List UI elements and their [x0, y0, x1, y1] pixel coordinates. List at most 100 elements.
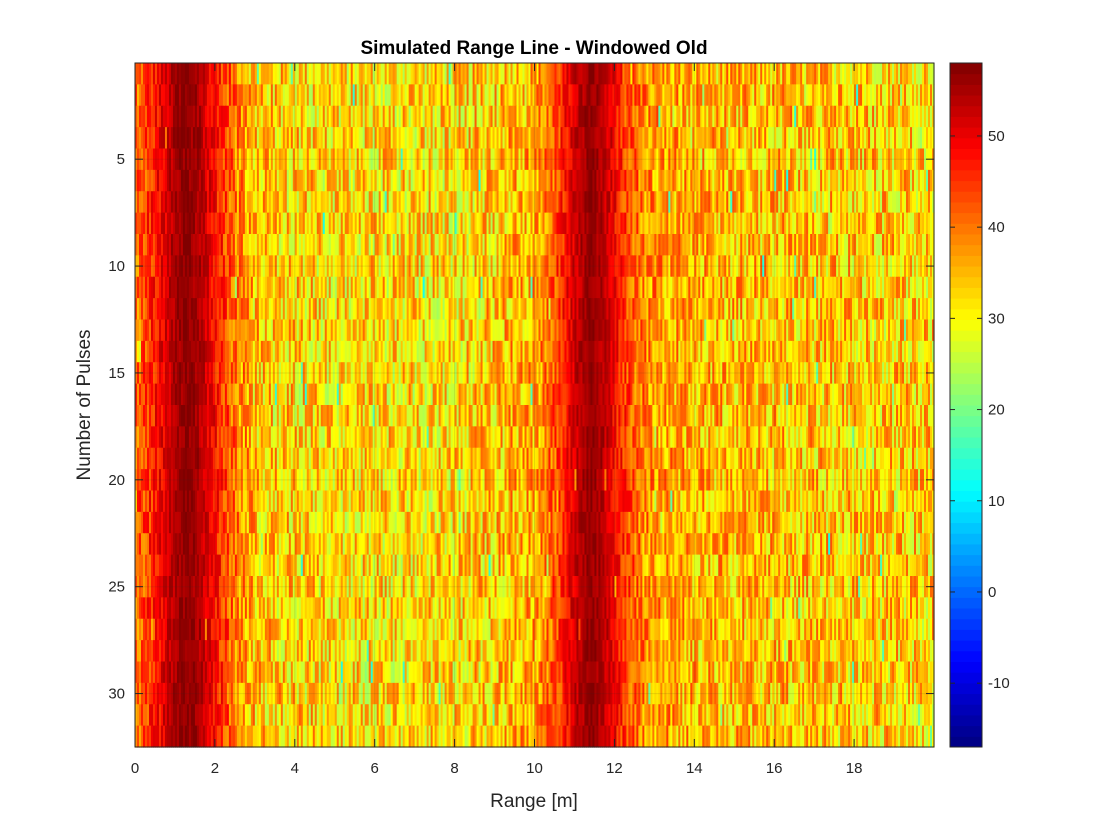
heatmap-cell	[920, 255, 923, 278]
heatmap-cell	[434, 63, 438, 85]
heatmap-cell	[570, 84, 574, 107]
heatmap-cell	[264, 105, 268, 128]
heatmap-cell	[576, 84, 580, 107]
heatmap-cell	[702, 84, 705, 107]
heatmap-cell	[660, 212, 663, 235]
heatmap-cell	[448, 148, 452, 171]
heatmap-cell	[874, 234, 877, 256]
heatmap-cell	[716, 276, 719, 299]
heatmap-cell	[532, 105, 536, 128]
heatmap-cell	[712, 276, 715, 299]
heatmap-cell	[494, 298, 498, 321]
heatmap-cell	[568, 234, 572, 256]
heatmap-cell	[380, 191, 384, 214]
heatmap-cell	[148, 127, 152, 150]
heatmap-cell	[482, 234, 486, 256]
heatmap-cell	[156, 84, 160, 107]
heatmap-cell	[240, 319, 244, 342]
heatmap-cell	[366, 319, 370, 342]
heatmap-cell	[680, 191, 683, 214]
heatmap-cell	[778, 148, 781, 171]
heatmap-cell	[670, 212, 673, 235]
heatmap-cell	[486, 234, 490, 256]
heatmap-cell	[690, 191, 693, 214]
heatmap-cell	[716, 84, 719, 107]
heatmap-cell	[602, 276, 606, 299]
heatmap-cell	[466, 63, 470, 85]
heatmap-cell	[212, 255, 216, 278]
heatmap-cell	[390, 63, 394, 85]
heatmap-cell	[338, 212, 342, 235]
heatmap-cell	[744, 255, 747, 278]
heatmap-cell	[804, 169, 807, 192]
heatmap-cell	[308, 148, 312, 171]
heatmap-cell	[756, 191, 759, 214]
heatmap-cell	[380, 255, 384, 278]
heatmap-cell	[596, 212, 600, 235]
heatmap-cell	[322, 191, 326, 214]
heatmap-cell	[818, 84, 821, 107]
heatmap-cell	[228, 212, 232, 235]
heatmap-cell	[610, 148, 613, 171]
heatmap-cell	[920, 276, 923, 299]
heatmap-cell	[782, 63, 785, 85]
heatmap-cell	[560, 63, 564, 85]
heatmap-cell	[586, 63, 590, 85]
heatmap-cell	[706, 234, 709, 256]
heatmap-cell	[818, 234, 821, 256]
heatmap-cell	[212, 319, 216, 342]
heatmap-cell	[582, 105, 586, 128]
heatmap-cell	[462, 212, 466, 235]
heatmap-cell	[920, 212, 923, 235]
heatmap-cell	[632, 298, 635, 321]
heatmap-cell	[562, 298, 566, 321]
heatmap-cell	[656, 148, 659, 171]
heatmap-cell	[180, 191, 184, 214]
heatmap-cell	[494, 148, 498, 171]
heatmap-cell	[706, 127, 709, 150]
heatmap-cell	[616, 63, 619, 85]
heatmap-cell	[782, 276, 785, 299]
heatmap-cell	[190, 319, 194, 342]
heatmap-cell	[698, 127, 701, 150]
heatmap-cell	[590, 191, 594, 214]
heatmap-cell	[716, 191, 719, 214]
heatmap-cell	[250, 169, 254, 192]
heatmap-cell	[354, 276, 358, 299]
heatmap-cell	[800, 234, 803, 256]
heatmap-cell	[904, 191, 907, 214]
heatmap-cell	[692, 148, 695, 171]
heatmap-cell	[570, 148, 574, 171]
heatmap-cell	[712, 105, 715, 128]
heatmap-cell	[360, 63, 364, 85]
heatmap-cell	[224, 105, 228, 128]
heatmap-cell	[538, 63, 542, 85]
heatmap-cell	[752, 212, 755, 235]
heatmap-cell	[210, 169, 214, 192]
heatmap-cell	[428, 319, 432, 342]
heatmap-cell	[278, 212, 282, 235]
heatmap-cell	[480, 127, 484, 150]
heatmap-cell	[352, 84, 356, 107]
heatmap-cell	[670, 148, 673, 171]
heatmap-cell	[664, 127, 667, 150]
heatmap-cell	[306, 212, 310, 235]
heatmap-cell	[864, 276, 867, 299]
heatmap-cell	[448, 105, 452, 128]
heatmap-cell	[274, 276, 278, 299]
heatmap-cell	[634, 105, 637, 128]
heatmap-cell	[288, 276, 292, 299]
heatmap-cell	[660, 148, 663, 171]
heatmap-cell	[572, 234, 576, 256]
heatmap-cell	[650, 84, 653, 107]
heatmap-cell	[218, 63, 222, 85]
heatmap-cell	[462, 84, 466, 107]
heatmap-cell	[606, 148, 610, 171]
heatmap-cell	[524, 127, 528, 150]
heatmap-cell	[414, 319, 418, 342]
heatmap-cell	[546, 127, 550, 150]
heatmap-cell	[548, 105, 552, 128]
heatmap-cell	[380, 127, 384, 150]
heatmap-cell	[856, 298, 859, 321]
heatmap-cell	[492, 234, 496, 256]
